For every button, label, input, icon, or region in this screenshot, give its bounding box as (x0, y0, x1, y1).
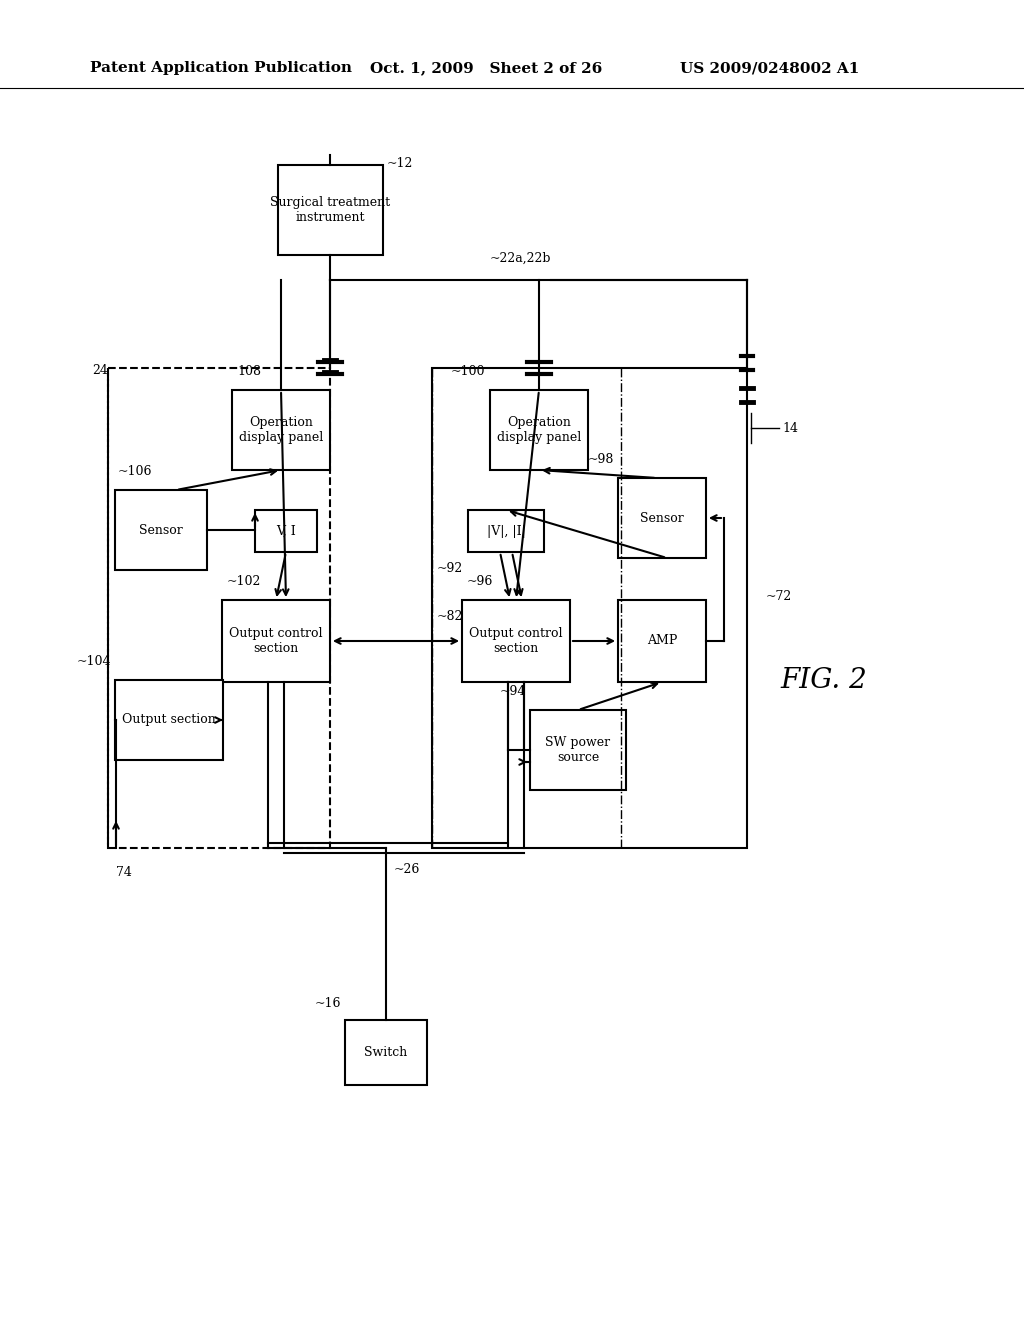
Text: 108: 108 (237, 366, 261, 378)
Text: ~98: ~98 (588, 453, 614, 466)
Text: Oct. 1, 2009   Sheet 2 of 26: Oct. 1, 2009 Sheet 2 of 26 (370, 61, 602, 75)
Text: SW power
source: SW power source (546, 737, 610, 764)
Bar (278, 165, 383, 255)
Bar (222, 601, 330, 682)
Bar (232, 389, 330, 470)
Text: ~96: ~96 (467, 576, 494, 587)
Text: |V|, |I|: |V|, |I| (486, 524, 525, 537)
Text: Output control
section: Output control section (229, 627, 323, 655)
Bar (530, 710, 626, 789)
Bar (618, 601, 706, 682)
Text: FIG. 2: FIG. 2 (780, 667, 866, 693)
Bar (618, 478, 706, 558)
Bar (255, 510, 317, 552)
Text: US 2009/0248002 A1: US 2009/0248002 A1 (680, 61, 859, 75)
Text: Surgical treatment
instrument: Surgical treatment instrument (270, 195, 390, 224)
Text: Operation
display panel: Operation display panel (239, 416, 324, 444)
Bar (490, 389, 588, 470)
Text: ~22a,22b: ~22a,22b (490, 252, 552, 265)
Text: ~16: ~16 (314, 997, 341, 1010)
Text: Switch: Switch (365, 1045, 408, 1059)
Bar (462, 601, 570, 682)
Text: Patent Application Publication: Patent Application Publication (90, 61, 352, 75)
Text: 74: 74 (116, 866, 132, 879)
Bar (115, 490, 207, 570)
Text: ~102: ~102 (227, 576, 261, 587)
Text: ~26: ~26 (394, 863, 421, 876)
Text: Operation
display panel: Operation display panel (497, 416, 582, 444)
Text: ~12: ~12 (387, 157, 414, 170)
Text: Sensor: Sensor (139, 524, 183, 536)
Bar (115, 680, 223, 760)
Bar (108, 368, 330, 847)
Text: ~92: ~92 (437, 562, 463, 576)
Text: Output control
section: Output control section (469, 627, 563, 655)
Text: 14: 14 (782, 421, 798, 434)
Text: Output section: Output section (122, 714, 216, 726)
Text: Sensor: Sensor (640, 511, 684, 524)
Text: ~106: ~106 (118, 465, 153, 478)
Text: V, I: V, I (276, 524, 296, 537)
Text: 24: 24 (92, 363, 108, 376)
Bar (468, 510, 544, 552)
Bar (432, 368, 746, 847)
Bar (345, 1020, 427, 1085)
Text: ~94: ~94 (500, 685, 526, 698)
Text: ~82: ~82 (437, 610, 463, 623)
Text: ~72: ~72 (766, 590, 793, 602)
Text: AMP: AMP (647, 635, 677, 648)
Text: ~100: ~100 (451, 366, 485, 378)
Text: ~104: ~104 (77, 655, 111, 668)
